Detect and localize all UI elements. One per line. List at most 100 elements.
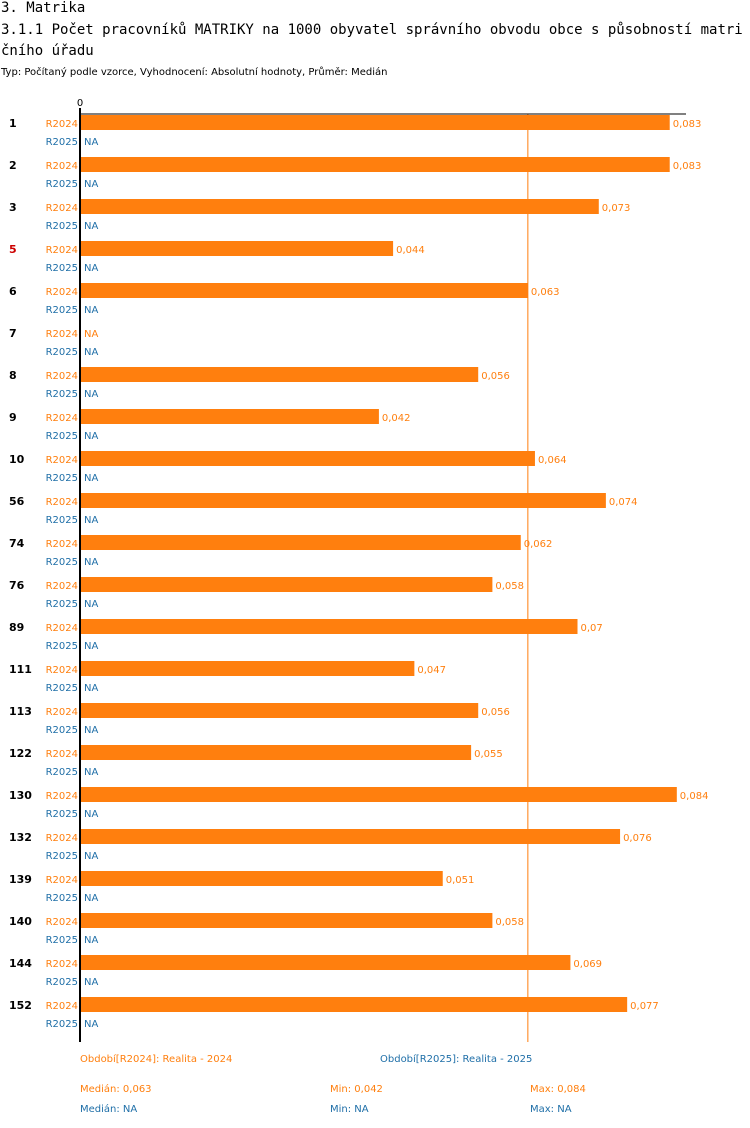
series-label-r2025: R2025: [46, 809, 78, 820]
series-label-r2024: R2024: [46, 875, 78, 886]
bar-r2024-140: [81, 913, 493, 928]
series-label-r2024: R2024: [46, 329, 78, 340]
category-label-5: 5: [9, 243, 17, 256]
series-label-r2024: R2024: [46, 539, 78, 550]
series-label-r2024: R2024: [46, 749, 78, 760]
series-label-r2025: R2025: [46, 221, 78, 232]
series-label-r2024: R2024: [46, 581, 78, 592]
value-label-r2024-7: NA: [84, 329, 98, 340]
value-label-r2025-1: NA: [84, 137, 98, 148]
bar-r2024-8: [81, 367, 479, 382]
value-label-r2024-56: 0,074: [609, 497, 638, 508]
bar-r2024-122: [81, 745, 472, 760]
series-label-r2024: R2024: [46, 413, 78, 424]
category-label-10: 10: [9, 453, 25, 466]
series-label-r2024: R2024: [46, 203, 78, 214]
legend-r2024-median: Medián: 0,063: [80, 1084, 152, 1095]
value-label-r2024-152: 0,077: [630, 1001, 659, 1012]
value-label-r2025-76: NA: [84, 599, 98, 610]
chart-title: 3.1.1 Počet pracovníků MATRIKY na 1000 o…: [1, 22, 743, 59]
series-label-r2025: R2025: [46, 263, 78, 274]
x-axis-zero-label: 0: [77, 98, 83, 109]
series-label-r2025: R2025: [46, 977, 78, 988]
bar-r2024-6: [81, 283, 528, 298]
value-label-r2025-111: NA: [84, 683, 98, 694]
category-label-152: 152: [9, 999, 32, 1012]
value-label-r2024-10: 0,064: [538, 455, 567, 466]
series-label-r2024: R2024: [46, 917, 78, 928]
value-label-r2024-74: 0,062: [524, 539, 553, 550]
value-label-r2024-3: 0,073: [602, 203, 631, 214]
value-label-r2025-139: NA: [84, 893, 98, 904]
legend-period-2025: Období[R2025]: Realita - 2025: [380, 1054, 533, 1065]
category-label-76: 76: [9, 579, 25, 592]
category-label-2: 2: [9, 159, 17, 172]
category-label-6: 6: [9, 285, 17, 298]
value-label-r2024-1: 0,083: [673, 119, 702, 130]
value-label-r2024-144: 0,069: [573, 959, 602, 970]
series-label-r2024: R2024: [46, 833, 78, 844]
series-label-r2024: R2024: [46, 791, 78, 802]
series-label-r2025: R2025: [46, 557, 78, 568]
value-label-r2024-89: 0,07: [581, 623, 603, 634]
category-label-3: 3: [9, 201, 17, 214]
series-label-r2024: R2024: [46, 455, 78, 466]
value-label-r2024-9: 0,042: [382, 413, 411, 424]
legend-r2025-max: Max: NA: [530, 1104, 572, 1115]
series-label-r2025: R2025: [46, 851, 78, 862]
category-label-132: 132: [9, 831, 32, 844]
bar-r2024-56: [81, 493, 606, 508]
series-label-r2025: R2025: [46, 893, 78, 904]
series-label-r2025: R2025: [46, 305, 78, 316]
series-label-r2025: R2025: [46, 935, 78, 946]
series-label-r2024: R2024: [46, 665, 78, 676]
legend-r2024-max: Max: 0,084: [530, 1084, 586, 1095]
value-label-r2024-76: 0,058: [495, 581, 524, 592]
category-label-113: 113: [9, 705, 32, 718]
series-label-r2025: R2025: [46, 389, 78, 400]
series-label-r2024: R2024: [46, 707, 78, 718]
value-label-r2024-122: 0,055: [474, 749, 503, 760]
series-label-r2024: R2024: [46, 371, 78, 382]
value-label-r2025-122: NA: [84, 767, 98, 778]
bar-r2024-152: [81, 997, 628, 1012]
bar-r2024-111: [81, 661, 415, 676]
category-label-9: 9: [9, 411, 17, 424]
series-label-r2025: R2025: [46, 473, 78, 484]
value-label-r2024-113: 0,056: [481, 707, 510, 718]
value-label-r2024-139: 0,051: [446, 875, 475, 886]
bar-r2024-144: [81, 955, 571, 970]
category-label-7: 7: [9, 327, 17, 340]
category-label-130: 130: [9, 789, 32, 802]
bar-r2024-5: [81, 241, 394, 256]
value-label-r2025-56: NA: [84, 515, 98, 526]
value-label-r2025-152: NA: [84, 1019, 98, 1030]
series-label-r2024: R2024: [46, 1001, 78, 1012]
value-label-r2025-5: NA: [84, 263, 98, 274]
series-label-r2024: R2024: [46, 119, 78, 130]
series-label-r2025: R2025: [46, 683, 78, 694]
legend-period-2024: Období[R2024]: Realita - 2024: [80, 1054, 233, 1065]
value-label-r2024-132: 0,076: [623, 833, 652, 844]
series-label-r2025: R2025: [46, 347, 78, 358]
series-label-r2024: R2024: [46, 245, 78, 256]
section-heading: 3. Matrika: [1, 0, 86, 16]
series-label-r2025: R2025: [46, 431, 78, 442]
bar-r2024-89: [81, 619, 578, 634]
series-label-r2025: R2025: [46, 599, 78, 610]
value-label-r2025-113: NA: [84, 725, 98, 736]
bar-r2024-10: [81, 451, 535, 466]
bar-r2024-113: [81, 703, 479, 718]
chart-subtitle: Typ: Počítaný podle vzorce, Vyhodnocení:…: [1, 67, 388, 78]
value-label-r2025-6: NA: [84, 305, 98, 316]
category-label-89: 89: [9, 621, 24, 634]
series-label-r2024: R2024: [46, 959, 78, 970]
value-label-r2024-8: 0,056: [481, 371, 510, 382]
bar-r2024-139: [81, 871, 443, 886]
bar-r2024-3: [81, 199, 599, 214]
category-label-111: 111: [9, 663, 32, 676]
series-label-r2024: R2024: [46, 623, 78, 634]
category-label-74: 74: [9, 537, 25, 550]
bar-r2024-9: [81, 409, 379, 424]
